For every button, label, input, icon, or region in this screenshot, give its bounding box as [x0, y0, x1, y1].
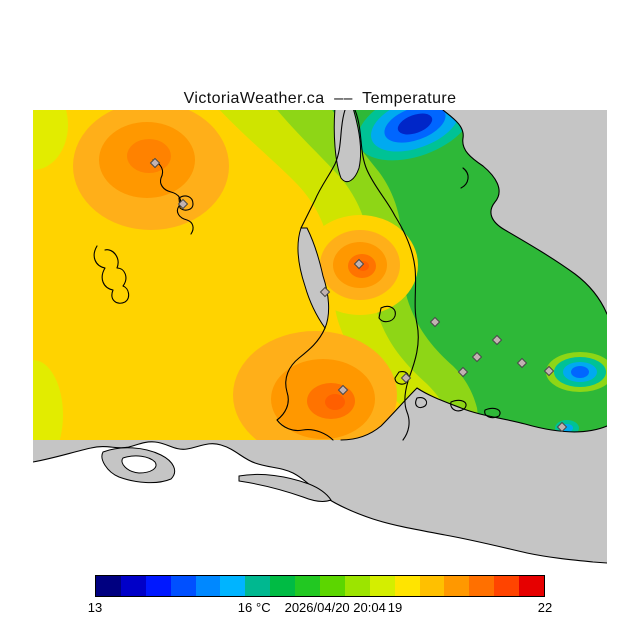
scale-segment	[145, 576, 171, 596]
scale-tick-22: 22	[537, 600, 553, 615]
scale-segment	[469, 576, 495, 596]
scale-segment	[195, 576, 221, 596]
scale-segment	[220, 576, 246, 596]
scale-segment	[344, 576, 370, 596]
scale-tick-16: 16	[237, 600, 253, 615]
scale-segment	[519, 576, 545, 596]
map-timestamp: 2026/04/20 20:04	[284, 600, 386, 615]
scale-tick-13: 13	[87, 600, 103, 615]
temperature-map	[33, 110, 607, 565]
scale-segment	[444, 576, 470, 596]
coastlines	[93, 110, 607, 441]
temperature-scale-bar	[95, 575, 545, 597]
scale-segment	[245, 576, 271, 596]
scale-segment	[170, 576, 196, 596]
scale-segment	[320, 576, 345, 596]
scale-ticks: 13 16 19 22	[88, 600, 552, 616]
map-title: VictoriaWeather.ca –– Temperature	[183, 90, 457, 107]
scale-segment	[96, 576, 121, 596]
scale-segment	[494, 576, 520, 596]
scale-unit-label: °C	[256, 600, 271, 615]
scale-segment	[120, 576, 146, 596]
station-markers	[149, 157, 568, 433]
land-mass	[33, 441, 607, 565]
scale-caption: °C 2026/04/20 20:04	[256, 600, 386, 615]
scale-segment	[270, 576, 296, 596]
scale-segment	[295, 576, 321, 596]
scale-segment	[419, 576, 445, 596]
scale-tick-19: 19	[387, 600, 403, 615]
inlet-water	[297, 110, 362, 330]
scale-segment	[394, 576, 420, 596]
scale-segment	[369, 576, 395, 596]
